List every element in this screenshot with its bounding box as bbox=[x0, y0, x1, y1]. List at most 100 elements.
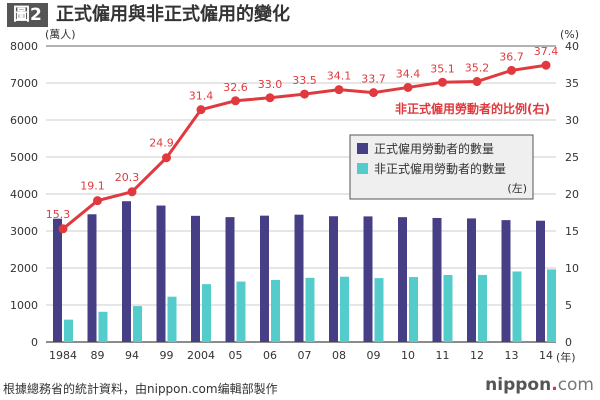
y-left-tick-label: 4000 bbox=[10, 188, 38, 201]
y-right-tick-label: 20 bbox=[565, 188, 579, 201]
bar-regular bbox=[156, 205, 166, 342]
ratio-point bbox=[196, 105, 206, 115]
x-tick-label: 07 bbox=[298, 349, 312, 362]
y-left-tick-label: 3000 bbox=[10, 225, 38, 238]
ratio-point bbox=[472, 77, 482, 87]
y-left-tick-label: 6000 bbox=[10, 114, 38, 127]
bar-regular bbox=[294, 214, 304, 342]
x-tick-label: 1984 bbox=[49, 349, 77, 362]
bar-nonregular bbox=[409, 277, 418, 342]
x-tick-label: 05 bbox=[229, 349, 243, 362]
y-right-tick-label: 10 bbox=[565, 262, 579, 275]
ratio-point bbox=[127, 187, 137, 197]
ratio-point bbox=[541, 60, 551, 70]
ratio-point bbox=[507, 65, 516, 75]
ratio-data-label: 34.1 bbox=[327, 70, 352, 83]
bar-regular bbox=[87, 214, 97, 342]
chart-title: 正式僱用與非正式僱用的變化 bbox=[56, 4, 290, 25]
ratio-point bbox=[438, 77, 447, 87]
figure-badge: 圖2 bbox=[7, 3, 48, 27]
legend-swatch-nonregular bbox=[357, 163, 368, 174]
y-left-axis-label: (萬人) bbox=[45, 28, 76, 41]
logo-dot: . bbox=[551, 375, 558, 395]
bar-regular bbox=[53, 218, 62, 342]
bar-nonregular bbox=[202, 284, 211, 342]
ratio-data-label: 24.9 bbox=[149, 137, 174, 150]
source-note: 根據總務省的統計資料，由nippon.com编輯部製作 bbox=[3, 382, 278, 396]
ratio-data-label: 33.7 bbox=[361, 73, 386, 86]
bar-nonregular bbox=[340, 276, 349, 342]
x-tick-label: 13 bbox=[505, 349, 519, 362]
ratio-data-label: 19.1 bbox=[80, 180, 105, 193]
y-right-axis-label: (%) bbox=[560, 28, 579, 41]
ratio-data-label: 35.2 bbox=[465, 62, 490, 75]
bar-nonregular bbox=[374, 278, 384, 342]
ratio-point bbox=[265, 93, 275, 103]
bar-regular bbox=[398, 217, 407, 342]
ratio-data-label: 20.3 bbox=[115, 171, 140, 184]
ratio-point bbox=[369, 88, 378, 98]
ratio-data-label: 36.7 bbox=[499, 50, 524, 63]
bar-nonregular bbox=[98, 311, 108, 342]
bar-regular bbox=[225, 217, 235, 342]
x-tick-label: 06 bbox=[263, 349, 277, 362]
y-left-tick-label: 7000 bbox=[10, 77, 38, 90]
legend-axis-note: (左) bbox=[507, 182, 527, 195]
x-tick-label: 10 bbox=[401, 349, 415, 362]
ratio-point bbox=[403, 82, 413, 92]
bar-regular bbox=[536, 220, 545, 342]
ratio-point bbox=[300, 89, 309, 99]
logo-main: nippon bbox=[485, 375, 552, 395]
bar-regular bbox=[432, 217, 442, 342]
legend-box bbox=[349, 134, 534, 200]
bar-regular bbox=[260, 215, 269, 342]
x-tick-label: 89 bbox=[91, 349, 105, 362]
ratio-point bbox=[162, 153, 171, 163]
bar-nonregular bbox=[167, 296, 177, 342]
legend-label-regular: 正式僱用勞動者的數量 bbox=[374, 141, 494, 156]
y-left-tick-label: 5000 bbox=[10, 151, 38, 164]
ratio-point bbox=[231, 96, 240, 106]
x-tick-label: 08 bbox=[332, 349, 346, 362]
x-tick-label: 94 bbox=[125, 349, 139, 362]
legend-label-nonregular: 非正式僱用勞動者的數量 bbox=[374, 161, 506, 176]
ratio-point bbox=[58, 224, 68, 234]
y-right-tick-label: 30 bbox=[565, 114, 579, 127]
bar-nonregular bbox=[236, 281, 246, 342]
y-right-tick-label: 40 bbox=[565, 40, 579, 53]
bar-nonregular bbox=[478, 274, 487, 342]
y-right-tick-label: 25 bbox=[565, 151, 579, 164]
bar-nonregular bbox=[271, 279, 280, 342]
ratio-data-label: 33.5 bbox=[292, 74, 317, 87]
bar-nonregular bbox=[133, 306, 142, 342]
bar-regular bbox=[363, 216, 373, 342]
ratio-data-label: 34.4 bbox=[396, 67, 421, 80]
y-left-tick-label: 8000 bbox=[10, 40, 38, 53]
ratio-data-label: 35.1 bbox=[430, 62, 455, 75]
ratio-point bbox=[334, 85, 344, 95]
ratio-data-label: 33.0 bbox=[258, 78, 283, 91]
bar-nonregular bbox=[305, 277, 315, 342]
x-tick-label: 2004 bbox=[187, 349, 215, 362]
y-left-tick-label: 1000 bbox=[10, 299, 38, 312]
bar-regular bbox=[191, 215, 200, 342]
ratio-data-label: 32.6 bbox=[223, 81, 248, 94]
y-left-tick-label: 2000 bbox=[10, 262, 38, 275]
x-tick-label: 11 bbox=[436, 349, 450, 362]
y-left-tick-label: 0 bbox=[31, 336, 38, 349]
y-right-tick-label: 5 bbox=[565, 299, 572, 312]
ratio-data-label: 15.3 bbox=[46, 208, 71, 221]
x-tick-label: 14 bbox=[539, 349, 553, 362]
y-right-tick-label: 15 bbox=[565, 225, 579, 238]
bar-regular bbox=[122, 201, 131, 342]
legend-ratio-label: 非正式僱用勞動者的比例(右) bbox=[395, 101, 550, 116]
ratio-point bbox=[93, 196, 102, 206]
bar-regular bbox=[329, 216, 338, 342]
y-right-tick-label: 35 bbox=[565, 77, 579, 90]
x-axis-label: (年) bbox=[556, 350, 576, 364]
bar-regular bbox=[467, 218, 476, 342]
ratio-data-label: 31.4 bbox=[189, 90, 214, 103]
bar-nonregular bbox=[64, 319, 73, 342]
legend-swatch-regular bbox=[357, 143, 368, 154]
